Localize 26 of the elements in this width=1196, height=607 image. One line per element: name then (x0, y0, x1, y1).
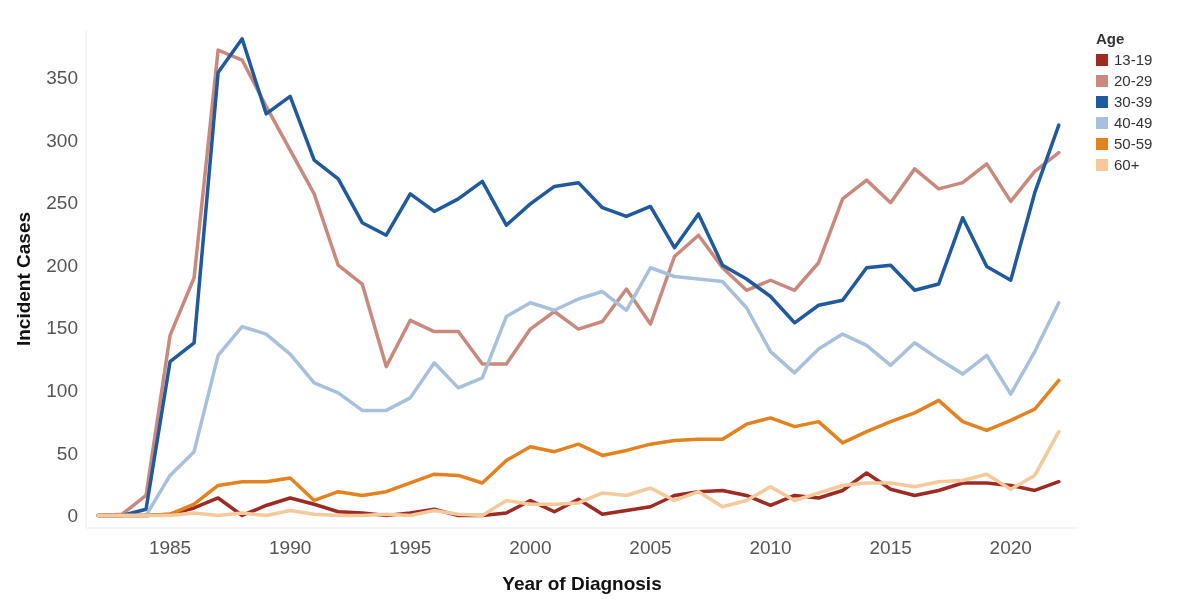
x-tick-label: 2020 (989, 537, 1032, 558)
legend-label: 13-19 (1114, 51, 1153, 69)
line-series (96, 429, 1061, 518)
x-tick-label: 2005 (629, 537, 672, 558)
x-tick-label: 2015 (869, 537, 912, 558)
legend-label: 20-29 (1114, 72, 1153, 90)
legend-label: 50-59 (1114, 135, 1153, 153)
x-tick-label: 1995 (389, 537, 432, 558)
x-tick-label: 2010 (749, 537, 792, 558)
y-tick-label: 300 (46, 129, 78, 151)
y-tick-label: 50 (56, 442, 78, 464)
y-tick-label: 350 (46, 67, 78, 89)
legend-label: 40-49 (1114, 114, 1153, 132)
x-axis-title: Year of Diagnosis (502, 573, 662, 594)
y-tick-label: 150 (46, 317, 78, 339)
legend-label: 60+ (1114, 156, 1140, 174)
x-tick-label: 1990 (269, 537, 312, 558)
legend-label: 30-39 (1114, 93, 1153, 111)
x-tick-label: 2000 (509, 537, 552, 558)
legend-title: Age (1096, 30, 1125, 47)
y-tick-label: 0 (67, 505, 78, 527)
y-tick-label: 200 (46, 254, 78, 276)
y-axis-title: Incident Cases (13, 211, 34, 347)
y-tick-label: 100 (46, 380, 78, 402)
y-tick-label: 250 (46, 192, 78, 214)
x-tick-label: 1985 (148, 537, 192, 558)
